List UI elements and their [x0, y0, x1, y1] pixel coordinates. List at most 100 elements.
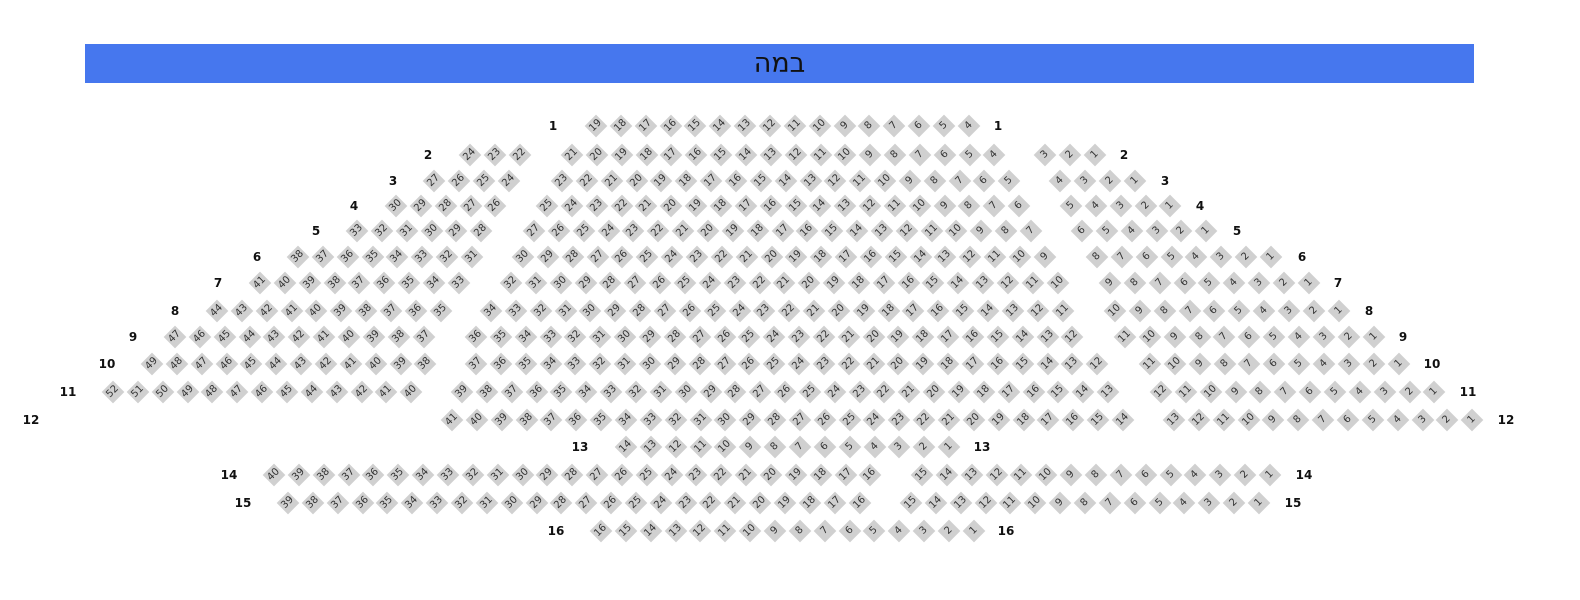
seat-row-15-38[interactable]: 38: [301, 491, 325, 515]
seat-row-14-18[interactable]: 18: [809, 463, 833, 487]
seat-row-6-19[interactable]: 19: [785, 245, 808, 269]
seat-row-16-10[interactable]: 10: [738, 519, 762, 543]
seat-row-7-8[interactable]: 8: [1123, 271, 1147, 295]
seat-row-2-12[interactable]: 12: [784, 143, 807, 167]
seat-row-4-27[interactable]: 27: [459, 194, 482, 218]
seat-row-10-20[interactable]: 20: [887, 352, 910, 376]
seat-row-16-3[interactable]: 3: [912, 519, 936, 543]
seat-row-1-16[interactable]: 16: [659, 114, 682, 138]
seat-row-9-22[interactable]: 22: [812, 325, 836, 349]
seat-row-3-12[interactable]: 12: [824, 169, 847, 193]
seat-row-5-23[interactable]: 23: [622, 219, 645, 243]
seat-row-14-40[interactable]: 40: [262, 463, 286, 487]
seat-row-8-35[interactable]: 35: [429, 299, 452, 323]
seat-row-12-37[interactable]: 37: [540, 408, 563, 432]
seat-row-9-45[interactable]: 45: [213, 325, 237, 349]
seat-row-9-10[interactable]: 10: [1138, 325, 1162, 349]
seat-row-11-47[interactable]: 47: [225, 380, 249, 404]
seat-row-1-19[interactable]: 19: [584, 114, 608, 138]
seat-row-16-12[interactable]: 12: [689, 519, 712, 543]
seat-row-8-32[interactable]: 32: [529, 299, 553, 323]
seat-row-14-33[interactable]: 33: [436, 463, 460, 487]
seat-row-11-40[interactable]: 40: [399, 380, 423, 404]
seat-row-8-29[interactable]: 29: [603, 299, 627, 323]
seat-row-6-34[interactable]: 34: [386, 245, 409, 269]
seat-row-5-3[interactable]: 3: [1145, 219, 1168, 243]
seat-row-16-7[interactable]: 7: [813, 519, 836, 543]
seat-row-14-3[interactable]: 3: [1208, 463, 1232, 487]
seat-row-4-8[interactable]: 8: [958, 194, 981, 218]
seat-row-9-1[interactable]: 1: [1362, 325, 1385, 349]
seat-row-2-11[interactable]: 11: [809, 143, 832, 167]
seat-row-12-10[interactable]: 10: [1237, 408, 1260, 432]
seat-row-10-38[interactable]: 38: [414, 352, 437, 376]
seat-row-15-14[interactable]: 14: [924, 491, 948, 515]
seat-row-2-3[interactable]: 3: [1033, 143, 1057, 167]
seat-row-7-7[interactable]: 7: [1148, 271, 1172, 295]
seat-row-8-3[interactable]: 3: [1277, 299, 1301, 323]
seat-row-5-21[interactable]: 21: [671, 219, 695, 243]
seat-row-3-15[interactable]: 15: [749, 169, 773, 193]
seat-row-10-41[interactable]: 41: [339, 352, 363, 376]
seat-row-11-35[interactable]: 35: [550, 380, 573, 404]
seat-row-11-42[interactable]: 42: [350, 380, 373, 404]
seat-row-10-35[interactable]: 35: [514, 352, 538, 376]
seat-row-10-39[interactable]: 39: [389, 352, 412, 376]
seat-row-11-33[interactable]: 33: [599, 380, 623, 404]
seat-row-7-24[interactable]: 24: [698, 271, 722, 295]
seat-row-15-30[interactable]: 30: [500, 491, 523, 515]
seat-row-4-1[interactable]: 1: [1159, 194, 1182, 218]
seat-row-14-5[interactable]: 5: [1159, 463, 1182, 487]
seat-row-7-21[interactable]: 21: [773, 271, 796, 295]
seat-row-9-44[interactable]: 44: [238, 325, 261, 349]
seat-row-11-28[interactable]: 28: [724, 380, 747, 404]
seat-row-16-4[interactable]: 4: [887, 519, 911, 543]
seat-row-8-5[interactable]: 5: [1227, 299, 1251, 323]
seat-row-10-1[interactable]: 1: [1387, 352, 1410, 376]
seat-row-10-11[interactable]: 11: [1138, 352, 1162, 376]
seat-row-14-4[interactable]: 4: [1184, 463, 1207, 487]
seat-row-15-20[interactable]: 20: [748, 491, 772, 515]
seat-row-4-4[interactable]: 4: [1084, 194, 1108, 218]
seat-row-10-5[interactable]: 5: [1287, 352, 1311, 376]
seat-row-14-15[interactable]: 15: [910, 463, 934, 487]
seat-row-3-16[interactable]: 16: [724, 169, 748, 193]
seat-row-4-15[interactable]: 15: [784, 194, 807, 218]
seat-row-8-6[interactable]: 6: [1203, 299, 1226, 323]
seat-row-7-17[interactable]: 17: [872, 271, 896, 295]
seat-row-12-7[interactable]: 7: [1311, 408, 1335, 432]
seat-row-5-16[interactable]: 16: [796, 219, 819, 243]
seat-row-10-46[interactable]: 46: [215, 352, 238, 376]
seat-row-14-19[interactable]: 19: [784, 463, 808, 487]
seat-row-11-6[interactable]: 6: [1298, 380, 1322, 404]
seat-row-12-4[interactable]: 4: [1386, 408, 1409, 432]
seat-row-8-22[interactable]: 22: [777, 299, 801, 323]
seat-row-11-8[interactable]: 8: [1249, 380, 1272, 404]
seat-row-6-17[interactable]: 17: [834, 245, 858, 269]
seat-row-6-6[interactable]: 6: [1135, 245, 1159, 269]
seat-row-9-32[interactable]: 32: [564, 325, 587, 349]
seat-row-13-12[interactable]: 12: [664, 435, 688, 459]
seat-row-3-9[interactable]: 9: [898, 169, 922, 193]
seat-row-15-32[interactable]: 32: [450, 491, 474, 515]
seat-row-15-5[interactable]: 5: [1148, 491, 1171, 515]
seat-row-3-20[interactable]: 20: [625, 169, 648, 193]
seat-row-11-27[interactable]: 27: [748, 380, 772, 404]
seat-row-9-2[interactable]: 2: [1337, 325, 1360, 349]
seat-row-4-18[interactable]: 18: [709, 194, 733, 218]
seat-row-2-19[interactable]: 19: [610, 143, 634, 167]
seat-row-14-24[interactable]: 24: [660, 463, 683, 487]
seat-row-12-22[interactable]: 22: [912, 408, 936, 432]
seat-row-15-11[interactable]: 11: [999, 491, 1022, 515]
seat-row-11-11[interactable]: 11: [1174, 380, 1198, 404]
seat-row-15-19[interactable]: 19: [773, 491, 797, 515]
seat-row-6-7[interactable]: 7: [1110, 245, 1134, 269]
seat-row-6-9[interactable]: 9: [1033, 245, 1057, 269]
seat-row-15-13[interactable]: 13: [949, 491, 973, 515]
seat-row-8-17[interactable]: 17: [902, 299, 925, 323]
seat-row-12-36[interactable]: 36: [564, 408, 588, 432]
seat-row-11-1[interactable]: 1: [1423, 380, 1446, 404]
seat-row-15-35[interactable]: 35: [376, 491, 399, 515]
seat-row-14-22[interactable]: 22: [709, 463, 733, 487]
seat-row-5-10[interactable]: 10: [945, 219, 968, 243]
